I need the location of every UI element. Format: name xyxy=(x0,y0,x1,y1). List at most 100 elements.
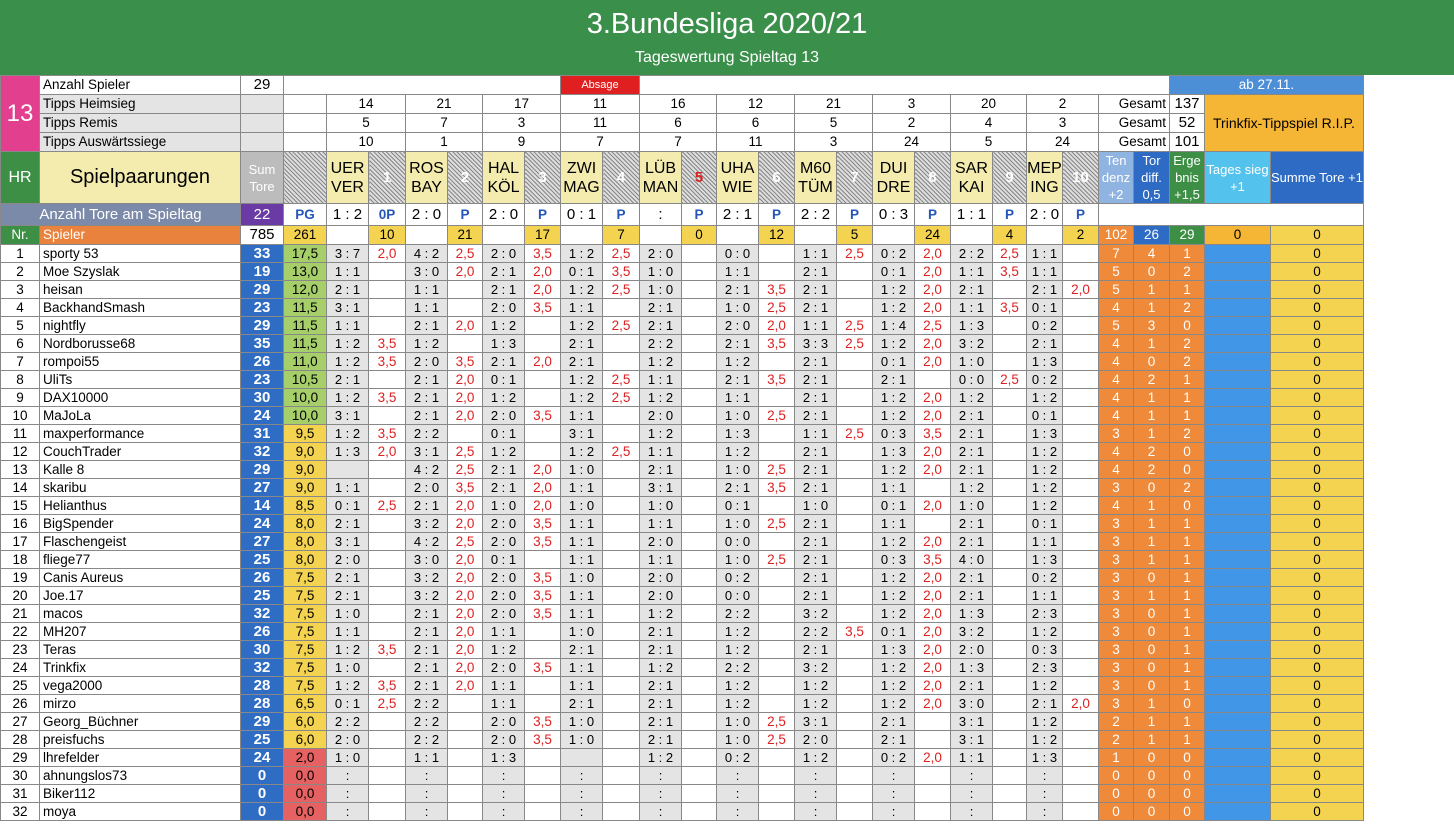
player-ergebnis: 0 xyxy=(1169,784,1205,803)
player-tip-points xyxy=(681,298,717,317)
player-tip-points: 2,0 xyxy=(447,622,483,641)
player-tendenz: 3 xyxy=(1098,568,1134,587)
match-points-total: 21 xyxy=(447,225,483,245)
player-tip-points xyxy=(1062,730,1099,749)
player-ergebnis: 1 xyxy=(1169,532,1205,551)
result-mark: P xyxy=(1062,203,1099,226)
player-ergebnis: 1 xyxy=(1169,586,1205,605)
player-tip: 1 : 3 xyxy=(482,748,525,767)
player-tordiff: 1 xyxy=(1133,406,1170,425)
player-name: lhrefelder xyxy=(39,748,241,767)
player-tip: 1 : 2 xyxy=(560,388,603,407)
player-tip: 2 : 3 xyxy=(1026,658,1063,677)
player-tip: 1 : 1 xyxy=(560,658,603,677)
player-tip-points xyxy=(602,766,640,785)
player-tip: 1 : 2 xyxy=(716,622,759,641)
player-points: 0,0 xyxy=(283,802,327,821)
spacer xyxy=(283,113,327,133)
player-tip-points xyxy=(681,496,717,515)
player-ergebnis: 2 xyxy=(1169,424,1205,443)
player-tip-points: 3,5 xyxy=(836,622,873,641)
player-tip-points xyxy=(992,460,1027,479)
player-tip: 0 : 1 xyxy=(872,262,915,281)
player-tip: 1 : 2 xyxy=(326,640,369,659)
player-tip-points xyxy=(681,532,717,551)
match-result: 0 : 3 xyxy=(872,203,915,226)
player-tip-points: 3,5 xyxy=(368,388,406,407)
player-tip: : xyxy=(1026,784,1063,803)
player-tip: 1 : 1 xyxy=(326,316,369,335)
spacer xyxy=(482,225,525,245)
player-tip: 1 : 1 xyxy=(405,280,448,299)
player-tip-points xyxy=(524,388,561,407)
player-tip-points xyxy=(681,244,717,263)
player-tip-points xyxy=(1062,640,1099,659)
player-tip-points xyxy=(1062,658,1099,677)
player-tip-points: 2,0 xyxy=(914,694,951,713)
player-tip-points xyxy=(368,568,406,587)
player-nr: 18 xyxy=(0,550,40,569)
player-tip: 1 : 1 xyxy=(872,478,915,497)
tipps-auswaerts-count: 1 xyxy=(405,132,483,152)
player-tip: 1 : 2 xyxy=(794,676,837,695)
tipps-heimsieg-count: 17 xyxy=(482,94,561,114)
player-ergebnis: 0 xyxy=(1169,694,1205,713)
player-tendenz: 4 xyxy=(1098,352,1134,371)
player-tip-points xyxy=(758,766,795,785)
player-tip-points xyxy=(914,478,951,497)
player-tip: 1 : 2 xyxy=(326,388,369,407)
player-tagessieg xyxy=(1204,496,1271,515)
player-tip-points: 2,0 xyxy=(914,262,951,281)
player-tip-points xyxy=(681,334,717,353)
player-summe-tore: 0 xyxy=(1270,388,1364,407)
player-tip-points xyxy=(836,370,873,389)
player-points: 11,0 xyxy=(283,352,327,371)
player-tip-points xyxy=(1062,748,1099,767)
player-tip: 1 : 0 xyxy=(326,658,369,677)
player-tip: 2 : 1 xyxy=(950,514,993,533)
player-name: Teras xyxy=(39,640,241,659)
player-ergebnis: 2 xyxy=(1169,298,1205,317)
result-mark: P xyxy=(524,203,561,226)
spacer xyxy=(716,225,759,245)
player-tip: 1 : 2 xyxy=(639,388,682,407)
player-tip-points xyxy=(681,514,717,533)
player-tip-points xyxy=(758,388,795,407)
player-tip-points: 2,0 xyxy=(914,676,951,695)
player-tip-points xyxy=(602,712,640,731)
player-tordiff: 0 xyxy=(1133,766,1170,785)
player-tip: 2 : 1 xyxy=(950,532,993,551)
player-tordiff: 0 xyxy=(1133,568,1170,587)
player-tip-points xyxy=(758,442,795,461)
player-tip: 1 : 1 xyxy=(1026,532,1063,551)
player-tip: 2 : 1 xyxy=(560,640,603,659)
player-tip: : xyxy=(405,766,448,785)
player-tip-points xyxy=(602,550,640,569)
player-name: skaribu xyxy=(39,478,241,497)
player-tip: 1 : 1 xyxy=(950,262,993,281)
player-nr: 13 xyxy=(0,460,40,479)
player-tip-points xyxy=(681,748,717,767)
player-tip: 1 : 1 xyxy=(950,748,993,767)
player-tip-points xyxy=(836,298,873,317)
player-tip-points: 2,0 xyxy=(914,442,951,461)
player-tip-points: 3,5 xyxy=(758,280,795,299)
player-tip: 0 : 3 xyxy=(872,550,915,569)
player-tip-points: 2,0 xyxy=(368,442,406,461)
player-ergebnis: 0 xyxy=(1169,802,1205,821)
player-tip-points: 2,0 xyxy=(914,298,951,317)
player-points: 2,0 xyxy=(283,748,327,767)
match-header: LÜB MAN xyxy=(639,151,682,204)
player-tip-points: 2,0 xyxy=(447,496,483,515)
erg-total: 29 xyxy=(1169,225,1205,245)
player-tordiff: 0 xyxy=(1133,262,1170,281)
player-name: nightfly xyxy=(39,316,241,335)
player-tip: 2 : 1 xyxy=(716,370,759,389)
player-tip: 2 : 2 xyxy=(639,334,682,353)
player-nr: 9 xyxy=(0,388,40,407)
player-tagessieg xyxy=(1204,550,1271,569)
player-tip-points xyxy=(447,802,483,821)
player-tip: : xyxy=(716,766,759,785)
tipps-auswaerts-count: 24 xyxy=(1026,132,1099,152)
